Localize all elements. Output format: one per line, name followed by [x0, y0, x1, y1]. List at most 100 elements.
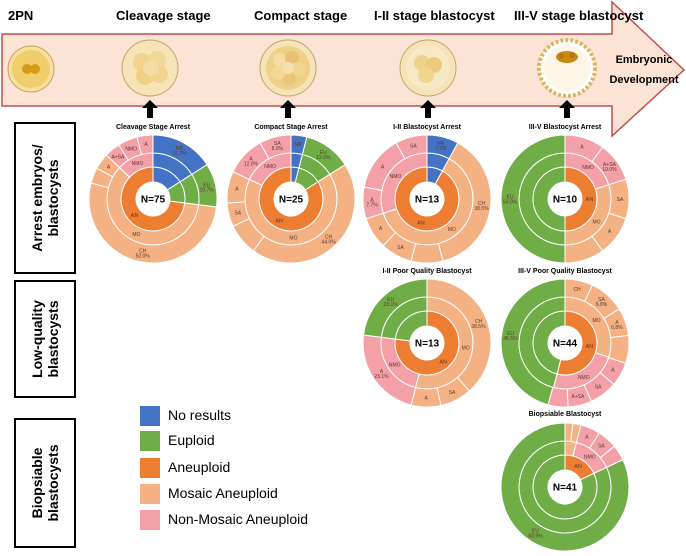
- outer-ring-label: NR: [294, 142, 302, 148]
- middle-ring-label: NMO: [132, 161, 144, 167]
- inner-ring-label: AN: [574, 464, 582, 470]
- outer-ring-label: A+SA: [111, 154, 125, 160]
- legend-swatch-euploid: [140, 431, 160, 451]
- middle-ring-label: MO: [132, 232, 140, 238]
- arrow-label-line2: Development: [609, 74, 679, 86]
- sunburst-iii-v-poor-quality: AN MO NMO CH SA 6.8% A 6.8% A SA A+SA EU 45.5% N=44: [500, 278, 630, 408]
- sample-size-label: N=41: [553, 483, 578, 494]
- middle-ring-label: MO: [462, 346, 470, 352]
- outer-ring-segment: [410, 242, 444, 264]
- embryo-cleavage-image: [121, 39, 179, 97]
- legend-label-euploid: Euploid: [168, 432, 215, 448]
- chart-title-iii-v-blastocyst-arrest: III-V Blastocyst Arrest: [528, 124, 602, 131]
- inner-ring-label: AN: [439, 359, 447, 365]
- outer-ring-label: A: [379, 226, 383, 232]
- outer-ring-segment: [88, 182, 218, 264]
- row-label-box-low-quality: Low-quality blastocysts: [14, 280, 76, 398]
- outer-ring-label: NR 7.7%: [435, 141, 447, 152]
- outer-ring-label: SA: [598, 443, 605, 449]
- outer-ring-label: A+SA 10.0%: [602, 162, 617, 173]
- outer-ring-label: A 12.0%: [244, 157, 259, 168]
- outer-ring-label: A: [144, 142, 148, 148]
- sample-size-label: N=13: [415, 195, 440, 206]
- row-label-arrest-line2: blastocysts: [45, 159, 61, 237]
- row-label-box-biopsiable: Biopsiable blastocysts: [14, 418, 76, 548]
- chart-title-i-ii-poor-quality: I-II Poor Quality Blastocyst: [382, 268, 472, 275]
- center-hole: [410, 326, 444, 360]
- row-label-low-quality-line2: blastocysts: [45, 300, 61, 378]
- sample-size-label: N=75: [141, 195, 166, 206]
- arrow-caption: Embryonic Development: [604, 50, 684, 90]
- embryo-early-blastocyst-image: [399, 39, 457, 97]
- outer-ring-label: CH 38.5%: [471, 319, 486, 330]
- outer-ring-segment: [500, 134, 566, 264]
- legend-label-mosaic-aneuploid: Mosaic Aneuploid: [168, 485, 278, 501]
- legend-label-aneuploid: Aneuploid: [168, 459, 231, 475]
- outer-ring-segment: [362, 278, 428, 338]
- middle-ring-label: NMO: [264, 164, 276, 170]
- sample-size-label: N=13: [415, 339, 440, 350]
- outer-ring-label: A: [381, 164, 385, 170]
- stage-label-2pn: 2PN: [8, 8, 34, 23]
- outer-ring-label: SA: [449, 390, 456, 396]
- outer-ring-label: A+SA: [571, 394, 585, 400]
- row-label-biopsiable: Biopsiable blastocysts: [29, 444, 61, 521]
- outer-ring-label: A 6.8%: [611, 320, 623, 331]
- outer-ring-label: SA 6.8%: [596, 297, 608, 308]
- chart-title-biopsiable: Biopsiable Blastocyst: [528, 411, 602, 418]
- outer-ring-label: NR 16.7%: [172, 146, 187, 157]
- center-hole: [136, 182, 170, 216]
- center-hole: [274, 182, 308, 216]
- middle-ring-label: MO: [448, 227, 456, 233]
- outer-ring-label: SA: [410, 143, 417, 149]
- row-label-low-quality: Low-quality blastocysts: [29, 300, 61, 378]
- legend-swatch-no-results: [140, 406, 160, 426]
- center-hole: [548, 326, 582, 360]
- legend-swatch-aneuploid: [140, 458, 160, 478]
- inner-ring-label: AN: [131, 213, 139, 219]
- outer-ring-segment: [500, 278, 566, 406]
- outer-ring-label: A: [585, 434, 589, 440]
- chart-title-compact-arrest: Compact Stage Arrest: [254, 124, 328, 131]
- row-label-biopsiable-line2: blastocysts: [45, 444, 61, 522]
- legend-swatch-mosaic-aneuploid: [140, 484, 160, 504]
- center-hole: [548, 470, 582, 504]
- outer-ring-label: SA 8.0%: [272, 141, 284, 152]
- legend-label-non-mosaic-aneuploid: Non-Mosaic Aneuploid: [168, 511, 309, 527]
- outer-ring-label: A: [611, 368, 615, 374]
- arrow-label-line1: Embryonic: [615, 54, 673, 66]
- sample-size-label: N=25: [279, 195, 304, 206]
- middle-ring-label: MO: [593, 318, 601, 324]
- stage-label-iii-v-blastocyst: III-V stage blastocyst: [514, 8, 644, 23]
- outer-ring-label: A 23.1%: [374, 369, 389, 380]
- sample-size-label: N=10: [553, 195, 578, 206]
- chart-title-cleavage-arrest: Cleavage Stage Arrest: [115, 124, 191, 131]
- row-label-biopsiable-line1: Biopsiable: [29, 447, 45, 519]
- sunburst-iii-v-blastocyst-arrest: AN NMO MO A A+SA 10.0% SA A EU 50.0% N=10: [500, 134, 630, 264]
- sunburst-i-ii-blastocyst-arrest: AN MO NMO NR 7.7% CH 38.5% SA A A 7.7% A SA N=13: [362, 134, 492, 264]
- outer-ring-label: EU 12.0%: [316, 150, 331, 161]
- outer-ring-label: A 7.7%: [366, 198, 378, 209]
- outer-ring-segment: [259, 134, 292, 160]
- compact-up-arrow-icon: [280, 100, 296, 118]
- middle-ring-label: NMO: [390, 174, 402, 180]
- stage-label-i-ii-blastocyst: I-II stage blastocyst: [374, 8, 495, 23]
- embryo-2pn-image: [7, 45, 55, 93]
- outer-ring-label: NMO: [125, 146, 137, 152]
- expanded-blastocyst-up-arrow-icon: [559, 100, 575, 118]
- outer-ring-label: CH 52.0%: [136, 248, 151, 259]
- outer-ring-label: SA: [617, 197, 624, 203]
- middle-ring-label: NMO: [389, 363, 401, 369]
- center-hole: [410, 182, 444, 216]
- middle-ring-label: NMO: [584, 455, 596, 461]
- outer-ring-label: CH: [573, 287, 581, 293]
- inner-ring-label: AN: [417, 221, 425, 227]
- outer-ring-label: SA: [234, 210, 241, 216]
- outer-ring-label: A: [580, 144, 584, 150]
- outer-ring-label: SA: [397, 245, 404, 251]
- chart-title-iii-v-poor-quality: III-V Poor Quality Blastocyst: [518, 268, 612, 275]
- inner-ring-label: AN: [275, 218, 283, 224]
- cleavage-up-arrow-icon: [142, 100, 158, 118]
